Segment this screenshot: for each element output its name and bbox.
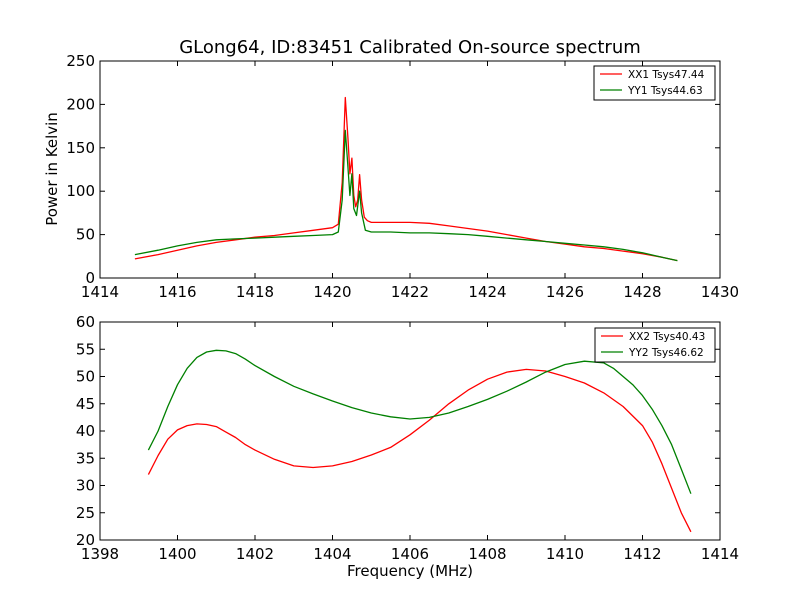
x-tick-label: 1426	[546, 283, 584, 301]
spectrum-chart-bottom: Frequency (MHz) 1398 1400 1402 1404 1406 1408…	[76, 313, 739, 580]
legend-entry: YY2 Tsys46.62	[628, 347, 704, 359]
y-tick-label: 50	[76, 368, 95, 386]
x-tick-label: 1410	[546, 545, 584, 563]
y-tick-label: 40	[76, 422, 95, 440]
series-line	[134, 129, 678, 262]
y-tick-label: 250	[66, 52, 95, 70]
legend-box	[593, 65, 716, 101]
legend-entry: XX2 Tsys40.43	[629, 331, 705, 343]
x-tick-label: 1428	[623, 283, 661, 301]
x-tick-label: 1424	[468, 283, 506, 301]
axis-ticks: 1414 1416 1418 1420 1422 1424 1426 1428 1430 0 50 1…	[66, 52, 739, 301]
series-line	[147, 349, 692, 494]
y-tick-label: 50	[76, 226, 95, 244]
legend: XX2 Tsys40.43 YY2 Tsys46.62	[594, 327, 716, 363]
x-tick-label: 1398	[81, 545, 119, 563]
axis-ticks: 1398 1400 1402 1404 1406 1408 1410 1412 1414 20 25…	[76, 313, 739, 563]
x-tick-label: 1418	[236, 283, 274, 301]
x-tick-label: 1408	[468, 545, 506, 563]
legend-entry: XX1 Tsys47.44	[628, 69, 705, 81]
x-tick-label: 1412	[623, 545, 661, 563]
y-tick-label: 30	[76, 477, 95, 495]
x-tick-label: 1414	[701, 545, 739, 563]
x-tick-label: 1416	[158, 283, 196, 301]
series-line	[147, 368, 692, 533]
series-group	[134, 96, 678, 262]
x-tick-label: 1404	[313, 545, 351, 563]
legend-box	[594, 327, 716, 363]
legend: XX1 Tsys47.44 YY1 Tsys44.63	[593, 65, 716, 101]
x-tick-label: 1402	[236, 545, 274, 563]
axes-frame	[99, 60, 721, 279]
x-tick-label: 1400	[158, 545, 196, 563]
spectrum-chart-top: GLong64, ID:83451 Calibrated On-source s…	[43, 37, 739, 301]
legend-entry: YY1 Tsys44.63	[627, 85, 703, 97]
axes-frame	[99, 321, 721, 541]
y-tick-label: 35	[76, 449, 95, 467]
series-group	[147, 349, 692, 533]
x-tick-label: 1414	[81, 283, 119, 301]
y-tick-label: 60	[76, 313, 95, 331]
y-tick-label: 150	[66, 139, 95, 157]
x-tick-label: 1422	[391, 283, 429, 301]
y-tick-label: 55	[76, 340, 95, 358]
y-axis-label: Power in Kelvin	[43, 112, 61, 226]
y-tick-label: 100	[66, 182, 95, 200]
y-tick-label: 0	[85, 269, 95, 287]
chart-title: GLong64, ID:83451 Calibrated On-source s…	[179, 37, 641, 58]
y-tick-label: 200	[66, 95, 95, 113]
x-axis-label: Frequency (MHz)	[347, 562, 473, 580]
y-tick-label: 25	[76, 504, 95, 522]
y-tick-label: 45	[76, 395, 95, 413]
y-tick-label: 20	[76, 531, 95, 549]
x-tick-label: 1430	[701, 283, 739, 301]
x-tick-label: 1420	[313, 283, 351, 301]
x-tick-label: 1406	[391, 545, 429, 563]
